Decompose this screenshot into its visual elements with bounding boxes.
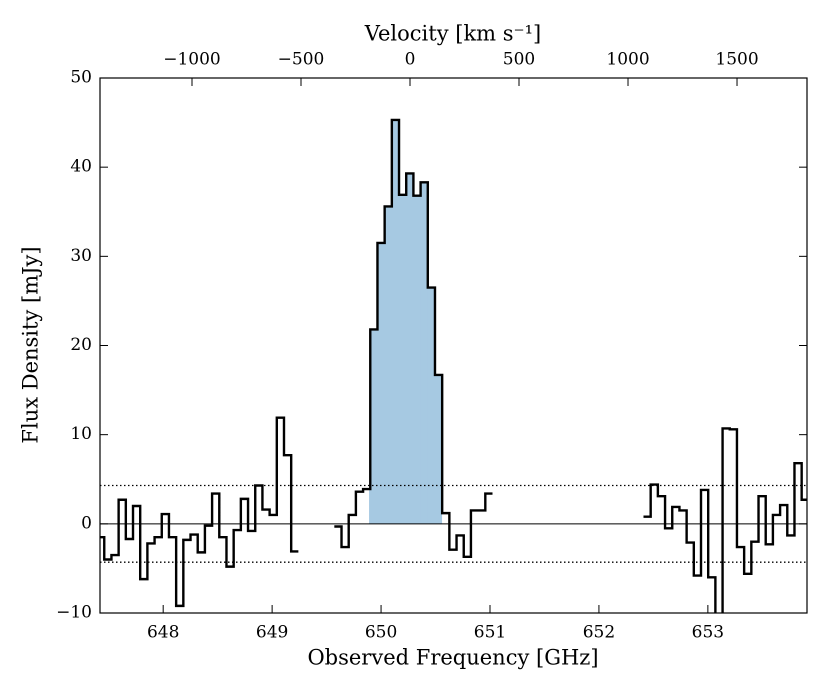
shade-bar	[391, 119, 400, 524]
shade-bar	[413, 195, 422, 524]
shade-bar	[420, 182, 429, 524]
x2-tick-label: 1500	[715, 50, 758, 70]
shade-bar	[384, 206, 393, 524]
x-axis-label: Observed Frequency [GHz]	[307, 646, 598, 670]
x2-tick-label: −1000	[163, 50, 221, 70]
shade-bar	[434, 374, 443, 524]
y-axis-label: Flux Density [mJy]	[19, 246, 43, 443]
y-tick-label: 30	[70, 246, 92, 266]
plot-lines	[100, 118, 807, 613]
shade-bar	[369, 489, 371, 524]
x2-tick-label: −500	[278, 50, 325, 70]
x2-axis-label: Velocity [km s⁻¹]	[364, 22, 541, 46]
shade-bar	[399, 194, 407, 524]
x-tick-label: 653	[692, 623, 724, 643]
y-tick-label: 0	[81, 513, 92, 533]
x-tick-label: 652	[583, 623, 615, 643]
x-tick-label: 650	[365, 623, 397, 643]
shade-bar	[377, 242, 386, 524]
y-tick-label: 20	[70, 335, 92, 355]
x-tick-label: 651	[474, 623, 506, 643]
x2-tick-label: 1000	[606, 50, 649, 70]
x-tick-label: 649	[256, 623, 288, 643]
x2-tick-label: 500	[503, 50, 535, 70]
shade-bar	[370, 329, 378, 524]
y-tick-label: 40	[70, 157, 92, 177]
shade-area	[369, 119, 443, 524]
y-tick-label: −10	[56, 603, 92, 623]
y-tick-label: 50	[70, 68, 92, 88]
shade-group	[369, 119, 443, 524]
spectrum-line	[334, 118, 493, 559]
x2-tick-label: 0	[405, 50, 416, 70]
shade-bar	[406, 173, 414, 524]
spectrum-line	[643, 427, 807, 613]
shade-bar	[427, 287, 436, 524]
x-tick-label: 648	[147, 623, 179, 643]
y-tick-label: 10	[70, 424, 92, 444]
spectrum-line	[100, 416, 299, 608]
